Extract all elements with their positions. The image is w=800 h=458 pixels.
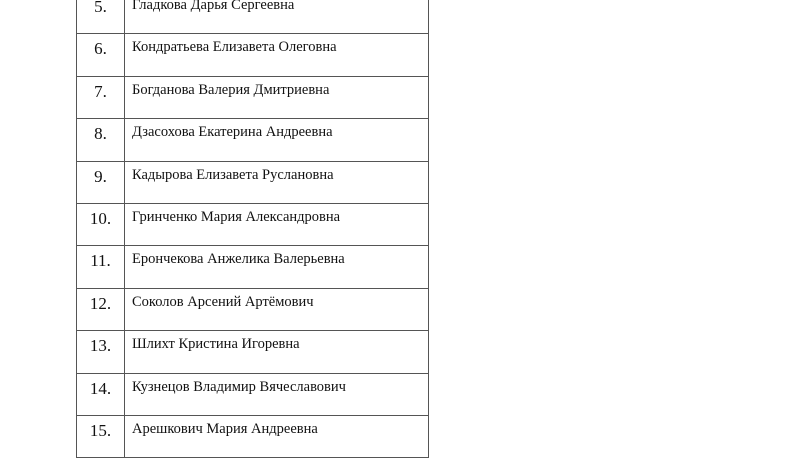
student-name: Кузнецов Владимир Вячеславович [124, 372, 429, 416]
table-row: 13. Шлихт Кристина Игоревна [76, 330, 429, 374]
row-number: 7. [76, 75, 125, 120]
student-name: Шлихт Кристина Игоревна [124, 330, 429, 374]
student-list-table: 5. Гладкова Дарья Сергеевна 6. Кондратьева … [76, 0, 429, 458]
student-name: Дзасохова Екатерина Андреевна [124, 118, 429, 162]
row-number: 13. [76, 330, 125, 374]
row-number: 9. [76, 160, 125, 204]
student-name: Гринченко Мария Александровна [124, 202, 429, 247]
row-number: 11. [76, 245, 125, 289]
row-number: 5. [76, 0, 125, 35]
student-name: Соколов Арсений Артёмович [124, 287, 429, 332]
table-row: 11. Ерончекова Анжелика Валерьевна [76, 245, 429, 289]
row-number: 6. [76, 33, 125, 77]
row-number: 8. [76, 118, 125, 162]
table-row: 15. Арешкович Мария Андреевна [76, 414, 429, 458]
student-name: Богданова Валерия Дмитриевна [124, 75, 429, 120]
table-row: 14. Кузнецов Владимир Вячеславович [76, 372, 429, 416]
table-row: 10. Гринченко Мария Александровна [76, 202, 429, 247]
table-row: 7. Богданова Валерия Дмитриевна [76, 75, 429, 120]
table-row: 12. Соколов Арсений Артёмович [76, 287, 429, 332]
student-name: Кондратьева Елизавета Олеговна [124, 33, 429, 77]
row-number: 12. [76, 287, 125, 332]
table-row: 6. Кондратьева Елизавета Олеговна [76, 33, 429, 77]
student-name: Кадырова Елизавета Руслановна [124, 160, 429, 204]
row-number: 10. [76, 202, 125, 247]
table-row: 9. Кадырова Елизавета Руслановна [76, 160, 429, 204]
row-number: 14. [76, 372, 125, 416]
student-name: Ерончекова Анжелика Валерьевна [124, 245, 429, 289]
student-name: Арешкович Мария Андреевна [124, 414, 429, 458]
table-row: 5. Гладкова Дарья Сергеевна [76, 0, 429, 35]
table-body: 5. Гладкова Дарья Сергеевна 6. Кондратьева … [76, 0, 429, 458]
row-number: 15. [76, 414, 125, 458]
table-row: 8. Дзасохова Екатерина Андреевна [76, 118, 429, 162]
student-name: Гладкова Дарья Сергеевна [124, 0, 429, 35]
